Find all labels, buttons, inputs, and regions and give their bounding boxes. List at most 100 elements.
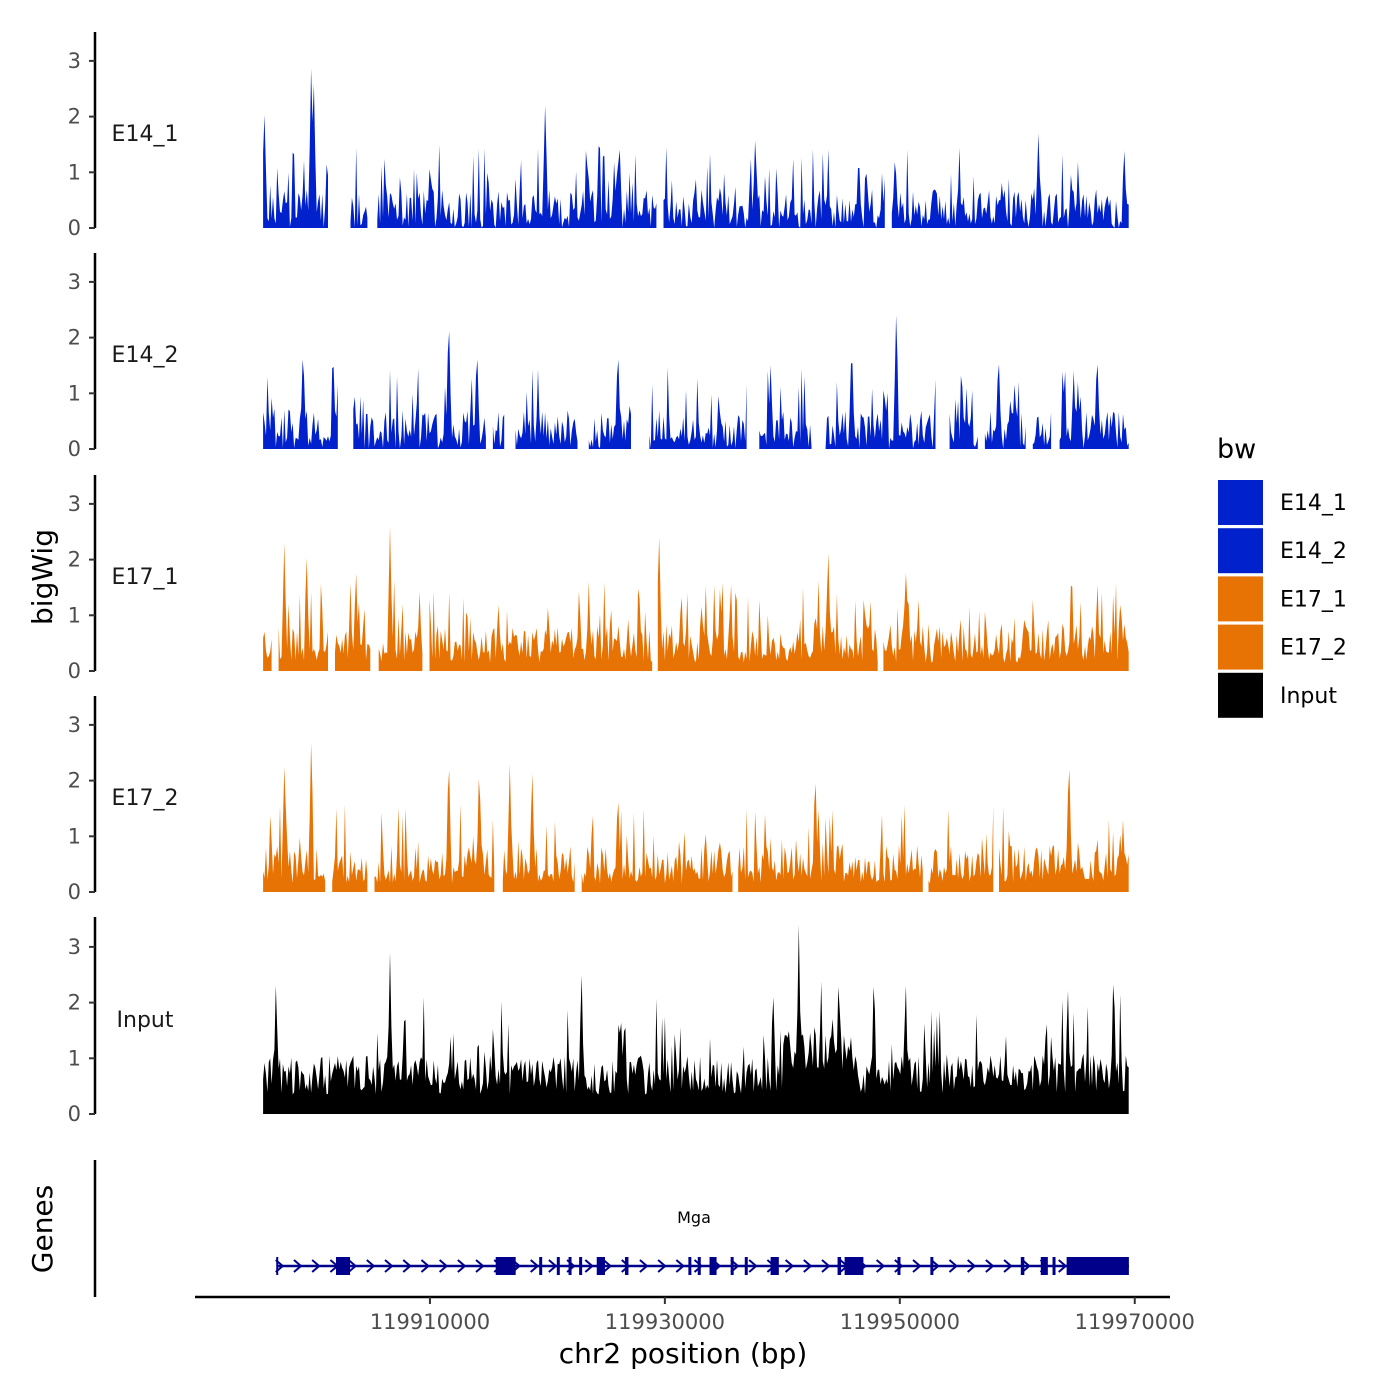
strand-arrow (457, 1259, 467, 1273)
gene-exon (539, 1257, 543, 1275)
x-axis: 119910000 119930000 119950000 119970000 (195, 1295, 1195, 1334)
strand-arrow (293, 1259, 303, 1273)
gene-exon (688, 1257, 692, 1275)
gene-exon (770, 1257, 779, 1275)
y-tick-label: 3 (68, 270, 81, 294)
x-tick-label: 119910000 (370, 1310, 490, 1334)
gene-name-label: Mga (677, 1208, 711, 1227)
gene-exon (556, 1257, 560, 1275)
legend-label-E14_2: E14_2 (1280, 539, 1347, 564)
track-label-E14_1: E14_1 (112, 122, 179, 147)
legend-label-E17_1: E17_1 (1280, 587, 1347, 612)
strand-arrow (1003, 1259, 1013, 1273)
strand-arrow (803, 1259, 813, 1273)
gene-exon (579, 1257, 583, 1275)
y-tick-label: 3 (68, 713, 81, 737)
y-tick-label: 1 (68, 160, 81, 184)
legend-title: bw (1217, 434, 1256, 465)
y-tick-label: 2 (68, 105, 81, 129)
strand-arrow (347, 1259, 358, 1273)
strand-arrow (584, 1259, 594, 1273)
y-tick-label: 0 (68, 880, 81, 904)
strand-arrow (402, 1259, 412, 1273)
strand-arrow (366, 1259, 376, 1273)
gene-exon (568, 1257, 572, 1275)
y-tick-label: 1 (68, 381, 81, 405)
legend-swatch-E14_1 (1218, 480, 1263, 525)
y-tick-label: 2 (68, 991, 81, 1015)
gene-exon (844, 1257, 864, 1275)
y-tick-label: 3 (68, 492, 81, 516)
gene-exon (744, 1257, 748, 1275)
strand-arrow (475, 1259, 485, 1273)
y-tick-label: 2 (68, 769, 81, 793)
strand-arrow (602, 1259, 613, 1273)
gene-exon (335, 1257, 351, 1275)
signal-tracks: 0 1 2 3 E14_1 0 1 2 3 E14_2 0 1 2 3 E17_1 0 1 2 3 E17_2 0 1 2 3… (68, 32, 1129, 1126)
strand-arrow (311, 1259, 321, 1273)
track-E14_1: 0 1 2 3 E14_1 (68, 32, 1129, 240)
strand-arrow (912, 1259, 922, 1273)
strand-arrow (639, 1259, 649, 1273)
strand-arrow (384, 1259, 394, 1273)
gene-track: Genes Mga (26, 1160, 1129, 1297)
strand-arrow (894, 1259, 904, 1273)
strand-arrow (748, 1259, 758, 1273)
y-axis-title: bigWig (26, 529, 59, 625)
gene-exon (730, 1257, 734, 1275)
strand-arrow (948, 1259, 958, 1273)
gene-exon (1066, 1257, 1129, 1275)
track-E17_2: 0 1 2 3 E17_2 (68, 696, 1129, 904)
signal-area-E14_2 (263, 315, 1129, 449)
y-tick-label: 0 (68, 1102, 81, 1126)
legend-swatch-E17_1 (1218, 576, 1263, 622)
strand-arrow (821, 1259, 831, 1273)
strand-arrow (420, 1259, 430, 1273)
strand-arrow (784, 1259, 795, 1273)
gene-exon (897, 1257, 901, 1275)
gene-exon (709, 1257, 717, 1275)
legend-swatch-Input (1218, 672, 1263, 718)
strand-arrow (675, 1259, 685, 1273)
track-label-E17_1: E17_1 (112, 565, 179, 590)
track-E17_1: 0 1 2 3 E17_1 (68, 475, 1129, 683)
gene-exon (837, 1257, 842, 1275)
gene-exon (930, 1257, 934, 1275)
strand-arrow (438, 1259, 449, 1273)
track-Input: 0 1 2 3 Input (68, 917, 1129, 1126)
y-tick-label: 0 (68, 659, 81, 683)
y-tick-label: 1 (68, 824, 81, 848)
gene-exon (495, 1257, 516, 1275)
strand-arrow (657, 1259, 667, 1273)
strand-arrow (966, 1259, 977, 1273)
strand-arrow (985, 1259, 995, 1273)
strand-arrow (930, 1259, 940, 1273)
y-tick-label: 1 (68, 603, 81, 627)
y-tick-label: 3 (68, 49, 81, 73)
strand-arrow (875, 1259, 886, 1273)
strand-arrow (530, 1259, 540, 1273)
gene-exon (596, 1257, 605, 1275)
x-tick-label: 119970000 (1075, 1310, 1195, 1334)
signal-area-E14_1 (263, 68, 1129, 228)
gene-exon (1020, 1257, 1025, 1275)
track-label-E17_2: E17_2 (112, 786, 179, 811)
track-E14_2: 0 1 2 3 E14_2 (68, 253, 1129, 461)
legend-label-E17_2: E17_2 (1280, 636, 1347, 661)
x-axis-title: chr2 position (bp) (559, 1337, 808, 1370)
legend-label-E14_1: E14_1 (1280, 491, 1347, 516)
y-tick-label: 3 (68, 935, 81, 959)
track-label-Input: Input (117, 1008, 174, 1033)
gene-exon (1052, 1257, 1056, 1275)
legend-swatch-E14_2 (1218, 528, 1263, 574)
legend: bw E14_1 E14_2 E17_1 E17_2 Input (1217, 434, 1347, 718)
y-tick-label: 0 (68, 437, 81, 461)
x-tick-label: 119950000 (840, 1310, 960, 1334)
y-tick-label: 2 (68, 326, 81, 350)
strand-arrow (1021, 1259, 1031, 1273)
strand-arrow (548, 1259, 558, 1273)
x-tick-label: 119930000 (605, 1310, 725, 1334)
y-tick-label: 1 (68, 1046, 81, 1070)
